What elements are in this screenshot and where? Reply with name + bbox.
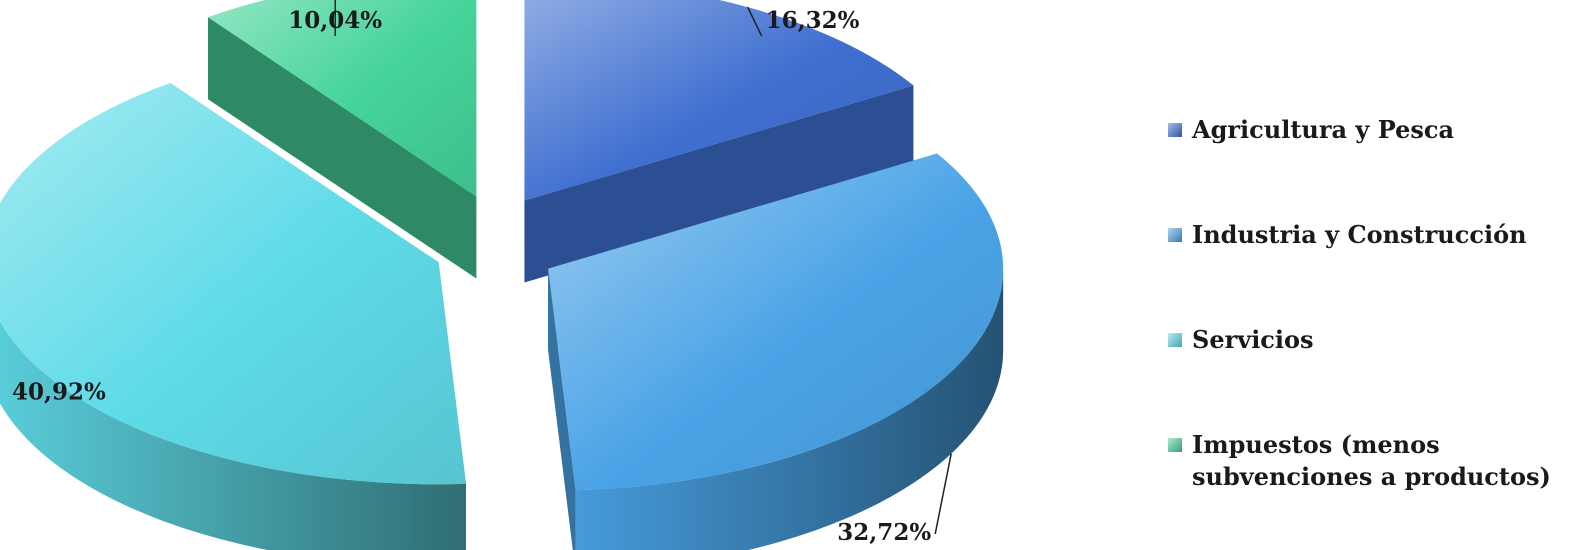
data-label: 32,72% [837,519,931,546]
legend-label: Agricultura y Pesca [1191,115,1454,144]
legend-swatch [1168,123,1182,137]
legend-entry: Impuestos (menos subvenciones a productos… [1168,430,1551,491]
data-label: 40,92% [12,378,106,405]
legend-swatch [1168,438,1182,452]
pie-slice-side [548,268,576,550]
legend-entry: Agricultura y Pesca [1168,115,1454,144]
data-labels: 16,32% 32,72% 40,92% 10,04% [12,7,931,546]
leader-line [934,453,952,535]
data-label: 16,32% [766,7,860,34]
legend-swatch [1168,228,1182,242]
legend-label: Impuestos (menos subvenciones a productos… [1192,430,1551,491]
leader-lines [334,0,952,535]
pie-slice-edge [0,321,466,550]
pie-slice-side [524,85,914,283]
pie-layer [0,0,1004,550]
pie-slice-top [548,153,1004,491]
pie-slice [548,153,1004,550]
legend-entry: Industria y Construcción [1168,220,1527,249]
pie-slice-top [524,0,914,201]
legend-entry: Servicios [1168,325,1314,354]
legend-label: Industria y Construcción [1192,220,1527,249]
data-label: 10,04% [288,7,382,34]
pie-slice-side [208,17,477,279]
legend: Agricultura y Pesca Industria y Construcc… [1168,115,1551,491]
pie-slice [524,0,914,283]
leader-line [746,6,763,37]
pie-slice [208,0,477,279]
legend-swatch [1168,333,1182,347]
pie-slice-top [0,83,466,485]
pie-slice-edge [575,268,1004,550]
legend-label: Servicios [1192,325,1314,354]
pie-slice-top [208,0,477,197]
pie-slice [0,83,466,550]
